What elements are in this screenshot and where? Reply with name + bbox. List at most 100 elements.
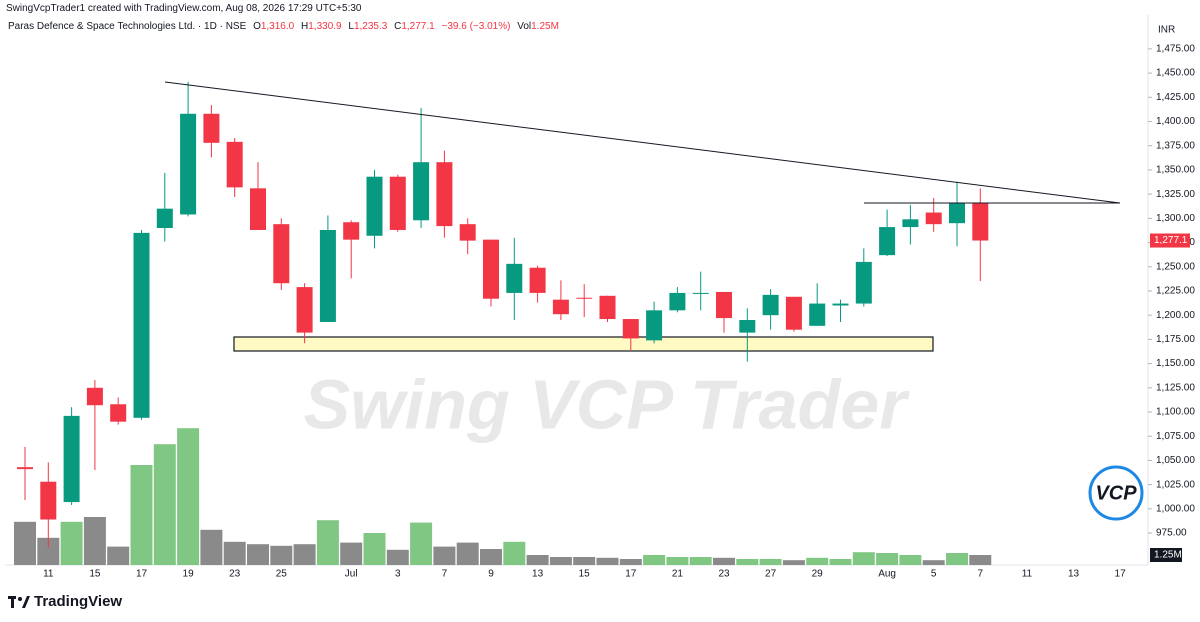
candle-body — [63, 415, 80, 503]
candle-body — [296, 287, 313, 333]
y-tick-label: 1,250.00 — [1156, 261, 1195, 272]
y-tick-label: 1,325.00 — [1156, 189, 1195, 200]
volume-bar — [83, 517, 106, 565]
open-value: 1,316.0 — [260, 21, 295, 32]
volume-bar — [433, 546, 456, 565]
axis-layer: 975.00 1,000.00 1,025.00 1,050.00 1,075.00 1,… — [43, 44, 1195, 580]
x-tick-label: 11 — [43, 569, 54, 580]
last-volume-label: 1.25M — [1154, 550, 1182, 561]
candle-body — [785, 296, 802, 330]
candle-body — [622, 319, 639, 339]
candle-body — [86, 387, 103, 406]
candle-body — [902, 219, 919, 228]
candle-body — [762, 294, 779, 316]
volume-bar — [806, 557, 829, 565]
y-tick-label: 1,300.00 — [1156, 213, 1195, 224]
volume-bar — [619, 559, 642, 565]
candle-layer — [17, 81, 989, 548]
footer: TradingView — [8, 593, 122, 610]
volume-bar — [666, 557, 689, 565]
x-tick-label: 13 — [532, 569, 544, 580]
candle-body — [319, 229, 336, 322]
currency: INR — [1158, 25, 1175, 36]
volume-bar — [922, 560, 945, 565]
candle-body — [389, 176, 406, 230]
y-tick-label: 1,200.00 — [1156, 310, 1195, 321]
y-tick-label: 1,025.00 — [1156, 479, 1195, 490]
legend: Paras Defence & Space Technologies Ltd. … — [8, 21, 559, 32]
candle-body — [483, 239, 499, 299]
volume-bar — [363, 533, 386, 565]
x-tick-label: 29 — [812, 569, 824, 580]
chart: Swing VCP Trader INR VCP 975.00 1,000.00 1… — [5, 15, 1195, 580]
candle-body — [832, 303, 849, 306]
x-tick-label: 17 — [625, 569, 637, 580]
x-tick-label: 19 — [183, 569, 195, 580]
candle-body — [17, 467, 33, 470]
y-tick-label: 1,125.00 — [1156, 382, 1195, 393]
candle-body — [809, 303, 826, 326]
volume-bar — [689, 557, 712, 565]
candle-body — [692, 292, 709, 294]
y-tick-label: 1,475.00 — [1156, 44, 1195, 55]
y-tick-label: 1,450.00 — [1156, 68, 1195, 79]
last-price-box — [1150, 233, 1190, 248]
candle-body — [599, 295, 616, 320]
volume-bar — [177, 428, 200, 565]
y-tick-label: 1,375.00 — [1156, 140, 1195, 151]
x-tick-label: Jul — [345, 569, 358, 580]
volume-bar — [270, 545, 293, 565]
volume-bar — [549, 557, 572, 565]
volume-bar — [37, 537, 60, 565]
y-tick-label: 1,425.00 — [1156, 92, 1195, 103]
y-tick-label: 1,050.00 — [1156, 455, 1195, 466]
credit: SwingVcpTrader1 created with TradingView… — [6, 3, 362, 14]
volume-bar — [643, 555, 666, 565]
close-value: 1,277.1 — [401, 21, 435, 32]
x-tick-label: 15 — [89, 569, 101, 580]
trendline — [164, 81, 1121, 204]
volume-bar — [946, 553, 968, 565]
low-label: L — [348, 21, 354, 32]
x-tick-label: Aug — [878, 569, 896, 580]
candle-body — [739, 320, 756, 333]
candle-body — [133, 232, 150, 418]
volume-bar — [293, 544, 316, 565]
x-tick-label: 17 — [1115, 569, 1127, 580]
volume-bar — [130, 465, 153, 565]
candle-body — [203, 113, 220, 143]
x-tick-label: 25 — [276, 569, 288, 580]
volume-bar — [899, 555, 922, 565]
y-tick-label: 975.00 — [1156, 528, 1187, 539]
candle-body — [669, 292, 686, 311]
volume-bar — [829, 559, 852, 565]
volume-bar — [759, 559, 782, 565]
candle-body — [949, 202, 965, 224]
x-tick-label: 13 — [1068, 569, 1080, 580]
volume-bar — [782, 560, 805, 565]
y-tick-label: 1,100.00 — [1156, 407, 1195, 418]
x-tick-label: 17 — [136, 569, 148, 580]
volume-bar — [14, 521, 36, 565]
candle-body — [156, 208, 173, 229]
volume-bar — [969, 555, 992, 565]
candle-body — [226, 141, 243, 188]
candle-body — [879, 227, 896, 256]
volume-bar — [736, 559, 759, 565]
candle-body — [646, 310, 663, 341]
x-tick-label: 23 — [718, 569, 730, 580]
volume-bar — [200, 529, 223, 565]
logo-text: VCP — [1095, 482, 1137, 504]
candle-body — [925, 212, 942, 225]
candle-body — [855, 261, 872, 304]
candle-body — [529, 267, 546, 293]
volume-bar — [247, 544, 269, 565]
support-zone — [233, 336, 934, 352]
x-tick-label: 27 — [765, 569, 777, 580]
x-tick-label: 11 — [1022, 569, 1033, 580]
logo-circle — [1088, 465, 1144, 521]
volume-bar — [223, 541, 246, 565]
x-tick-label: 21 — [672, 569, 684, 580]
x-tick-label: 3 — [395, 569, 401, 580]
close-label: C — [394, 21, 402, 32]
